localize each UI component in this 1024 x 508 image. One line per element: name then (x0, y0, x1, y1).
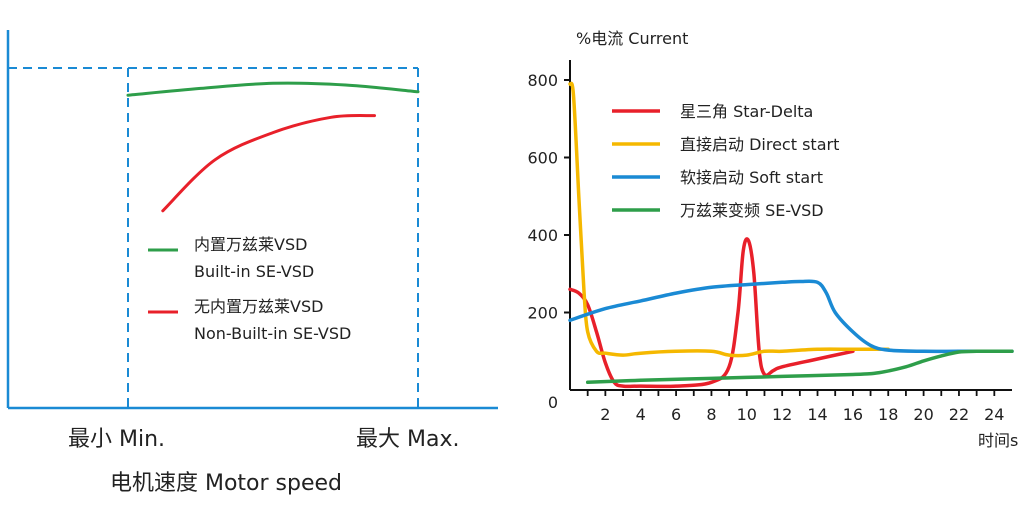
left-legend: 内置万兹莱VSD Built-in SE-VSD 无内置万兹莱VSD Non-B… (148, 235, 351, 343)
x-tick-label: 8 (706, 405, 716, 424)
x-tick-label: 14 (807, 405, 827, 424)
series-line-built-in-se-vsd (126, 81, 420, 97)
legend-label-star-delta: 星三角 Star-Delta (680, 102, 813, 121)
x-axis-title: 电机速度 Motor speed (110, 471, 342, 496)
x-tick-label: 16 (843, 405, 863, 424)
series-line-soft-start (568, 279, 1014, 354)
series-line-non-built-in-se-vsd (161, 114, 376, 213)
series-line-direct-start (568, 81, 890, 358)
x-tick-label: 20 (913, 405, 933, 424)
y-tick-label: 200 (527, 304, 558, 323)
series-line-se-vsd (585, 349, 1014, 385)
legend-label-non-built-in-zh: 无内置万兹莱VSD (194, 297, 323, 316)
legend-label-built-in-zh: 内置万兹莱VSD (194, 235, 307, 254)
x-tick-label: 12 (772, 405, 792, 424)
x-ticks: 2 4 6 8 10 12 14 16 18 20 22 24 (586, 390, 1004, 424)
x-tick-label-max: 最大 Max. (356, 427, 459, 452)
legend-label-soft-start: 软接启动 Soft start (680, 168, 823, 187)
y-tick-label: 600 (527, 149, 558, 168)
legend-label-built-in-en: Built-in SE-VSD (194, 262, 314, 281)
x-tick-label: 24 (984, 405, 1004, 424)
right-series (568, 81, 1014, 389)
x-tick-label: 18 (878, 405, 898, 424)
x-tick-label: 10 (737, 405, 757, 424)
right-legend: 星三角 Star-Delta 直接启动 Direct start 软接启动 So… (612, 102, 839, 220)
y-axis-title: %电流 Current (576, 29, 688, 48)
legend-label-direct-start: 直接启动 Direct start (680, 135, 839, 154)
x-tick-label-min: 最小 Min. (68, 427, 165, 452)
y-tick-label: 0 (548, 393, 558, 412)
series-line-star-delta (568, 237, 855, 389)
legend-label-non-built-in-en: Non-Built-in SE-VSD (194, 324, 351, 343)
y-tick-label: 400 (527, 226, 558, 245)
y-ticks: 0 200 400 600 800 (527, 71, 570, 412)
x-tick-label: 6 (671, 405, 681, 424)
x-axis-title-time: 时间s (978, 431, 1018, 450)
x-tick-label: 4 (636, 405, 646, 424)
x-tick-label: 22 (949, 405, 969, 424)
y-tick-label: 800 (527, 71, 558, 90)
x-tick-label: 2 (600, 405, 610, 424)
chart-left: 内置万兹莱VSD Built-in SE-VSD 无内置万兹莱VSD Non-B… (6, 30, 498, 496)
legend-label-se-vsd: 万兹莱变频 SE-VSD (680, 201, 824, 220)
